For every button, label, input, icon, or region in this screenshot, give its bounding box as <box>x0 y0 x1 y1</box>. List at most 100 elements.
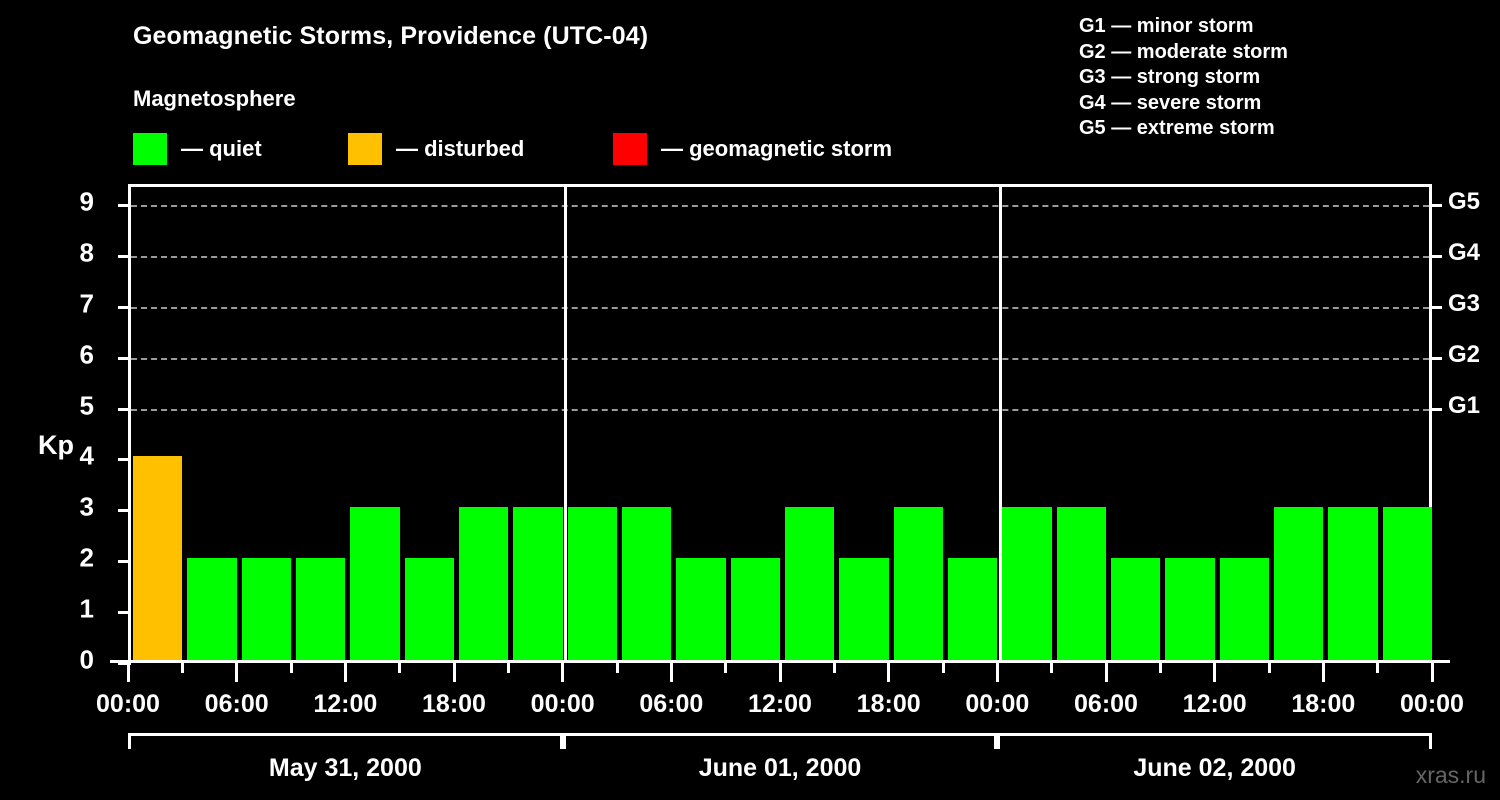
y-tick-9 <box>118 204 131 207</box>
watermark: xras.ru <box>1415 762 1486 788</box>
day-label-3: June 02, 2000 <box>1133 754 1296 782</box>
x-tick-major-6 <box>452 663 456 682</box>
g-scale-line-5: G5 — extreme storm <box>1079 117 1275 139</box>
right-tick-G4 <box>1429 254 1442 258</box>
bar[interactable] <box>459 507 509 660</box>
x-tick-label-8: 00:00 <box>965 690 1030 718</box>
right-tick-G5 <box>1429 204 1442 207</box>
bar[interactable] <box>1382 507 1432 660</box>
x-tick-label-10: 12:00 <box>1182 690 1247 718</box>
bar[interactable] <box>730 558 780 660</box>
bar[interactable] <box>513 507 563 660</box>
x-tick-major-8 <box>561 663 565 682</box>
day-label-2: June 01, 2000 <box>698 754 862 782</box>
y-tick-7 <box>118 305 131 309</box>
x-tick-major-24 <box>1430 663 1434 682</box>
day-separator-1 <box>564 187 568 663</box>
x-tick-minor-15 <box>941 663 945 673</box>
bar[interactable] <box>1056 507 1106 660</box>
x-tick-label-12: 00:00 <box>1400 690 1464 718</box>
bar[interactable] <box>350 507 400 660</box>
y-tick-label-1: 1 <box>79 593 94 624</box>
bar[interactable] <box>676 558 726 660</box>
bar[interactable] <box>567 507 617 660</box>
x-tick-major-2 <box>235 663 239 682</box>
legend-swatch-disturbed <box>348 133 382 165</box>
legend-swatch-quiet <box>133 133 167 165</box>
x-tick-major-18 <box>1104 663 1108 682</box>
x-tick-minor-3 <box>289 663 293 673</box>
page-title: Geomagnetic Storms, Providence (UTC-04) <box>133 22 649 50</box>
x-tick-major-20 <box>1213 663 1217 682</box>
gridline-kp-5 <box>131 408 1429 411</box>
right-axis-label-G2: G2 <box>1448 340 1481 368</box>
x-tick-major-12 <box>778 663 782 682</box>
bar[interactable] <box>839 558 889 660</box>
x-tick-label-11: 18:00 <box>1291 690 1356 718</box>
g-scale-line-3: G3 — strong storm <box>1079 66 1261 88</box>
x-tick-minor-19 <box>1158 663 1162 673</box>
x-tick-minor-7 <box>506 663 510 673</box>
y-axis-title: Kp <box>38 430 74 460</box>
day-bracket-3 <box>997 733 1432 749</box>
legend-item-quiet: — quiet <box>133 133 262 165</box>
y-tick-label-6: 6 <box>79 339 94 370</box>
x-tick-label-9: 06:00 <box>1074 690 1138 718</box>
legend-item-disturbed: — disturbed <box>348 133 524 165</box>
bar[interactable] <box>1328 507 1378 660</box>
x-tick-major-0 <box>126 663 130 682</box>
g-scale-line-1: G1 — minor storm <box>1079 15 1254 37</box>
y-tick-8 <box>118 254 131 258</box>
right-axis-label-G4: G4 <box>1448 238 1481 266</box>
gridline-kp-6 <box>131 357 1429 360</box>
legend-swatch-geomagnetic-storm <box>613 133 647 165</box>
x-tick-label-2: 12:00 <box>313 690 378 718</box>
bar[interactable] <box>187 558 237 660</box>
x-tick-minor-1 <box>180 663 184 673</box>
bar[interactable] <box>785 507 835 660</box>
y-tick-label-9: 9 <box>79 186 94 217</box>
y-tick-label-3: 3 <box>79 491 94 522</box>
y-tick-label-7: 7 <box>79 288 94 319</box>
x-tick-minor-21 <box>1267 663 1271 673</box>
bar[interactable] <box>1111 558 1161 660</box>
bar[interactable] <box>1274 507 1324 660</box>
legend-item-geomagnetic-storm: — geomagnetic storm <box>613 133 892 165</box>
bar[interactable] <box>241 558 291 660</box>
y-tick-6 <box>118 356 131 360</box>
x-tick-minor-5 <box>398 663 402 673</box>
bar[interactable] <box>404 558 454 660</box>
bar[interactable] <box>1002 507 1052 660</box>
x-tick-major-22 <box>1321 663 1325 682</box>
legend-label-quiet: — quiet <box>181 136 262 161</box>
bar[interactable] <box>133 456 183 660</box>
right-tick-G1 <box>1429 407 1442 411</box>
legend-label-geomagnetic-storm: — geomagnetic storm <box>661 136 893 161</box>
bar[interactable] <box>622 507 672 660</box>
x-tick-label-3: 18:00 <box>422 690 486 718</box>
right-axis-label-G1: G1 <box>1448 391 1481 419</box>
right-tick-G3 <box>1429 305 1442 309</box>
x-tick-major-14 <box>887 663 891 682</box>
bar[interactable] <box>1165 558 1215 660</box>
x-tick-label-1: 06:00 <box>204 690 269 718</box>
right-axis-label-G5: G5 <box>1448 188 1481 215</box>
bar[interactable] <box>296 558 346 660</box>
bar[interactable] <box>948 558 998 660</box>
x-tick-label-7: 18:00 <box>856 690 921 718</box>
y-tick-label-2: 2 <box>79 542 94 573</box>
x-tick-minor-9 <box>615 663 619 673</box>
x-axis-baseline <box>110 660 1450 663</box>
gridline-kp-9 <box>131 205 1429 207</box>
bar[interactable] <box>1219 558 1269 660</box>
g-scale-line-4: G4 — severe storm <box>1079 91 1262 114</box>
y-tick-label-0: 0 <box>79 644 94 675</box>
day-bracket-1 <box>128 733 563 749</box>
x-tick-minor-13 <box>832 663 836 673</box>
bar[interactable] <box>893 507 943 660</box>
x-tick-major-16 <box>995 663 999 682</box>
y-tick-label-8: 8 <box>79 237 94 268</box>
right-axis-label-G3: G3 <box>1448 289 1481 317</box>
x-tick-major-10 <box>669 663 673 682</box>
plot-area <box>118 184 1442 665</box>
